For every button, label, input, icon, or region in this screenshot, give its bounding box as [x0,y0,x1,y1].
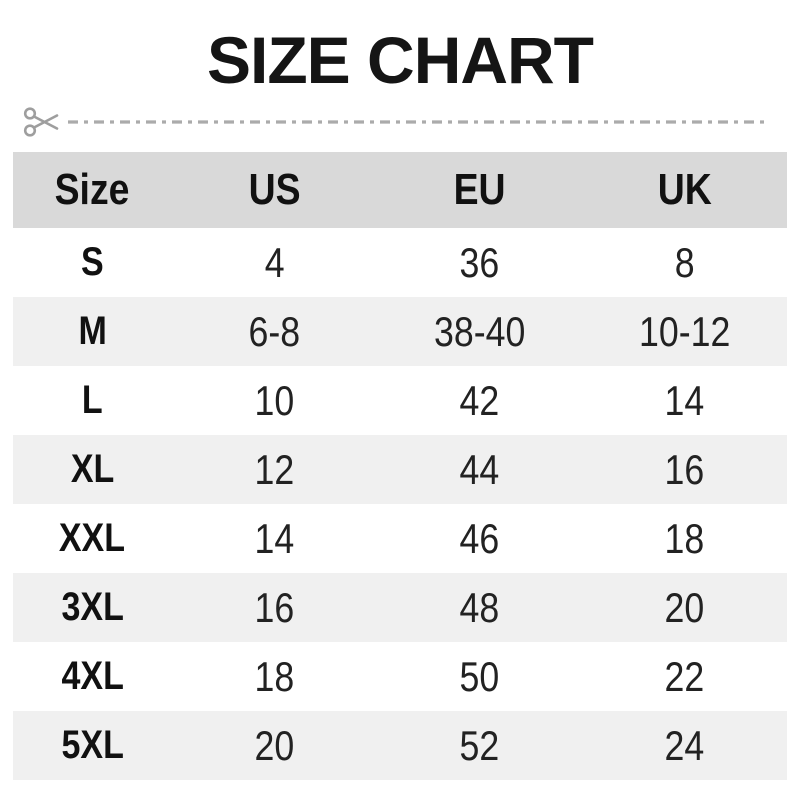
eu-cell: 46 [459,514,500,562]
us-cell: 10 [254,376,295,424]
table-row: 5XL 20 52 24 [13,711,787,780]
us-cell: 20 [254,721,295,769]
uk-cell: 10-12 [638,307,731,355]
header-row: Size US EU UK [13,152,787,228]
size-cell: 5XL [61,723,124,767]
table-row: XL 12 44 16 [13,435,787,504]
dash-dot-line [68,120,764,124]
scissors-icon [23,107,59,137]
size-cell: S [80,240,104,284]
size-cell: 3XL [61,585,124,629]
uk-cell: 14 [664,376,705,424]
table-row: S 4 36 8 [13,228,787,297]
uk-cell: 22 [664,652,705,700]
eu-cell: 52 [459,721,500,769]
us-cell: 14 [254,514,295,562]
us-cell: 4 [264,238,285,286]
us-cell: 18 [254,652,295,700]
cut-divider [22,104,764,140]
table-row: 3XL 16 48 20 [13,573,787,642]
eu-cell: 50 [459,652,500,700]
us-cell: 12 [254,445,295,493]
us-cell: 6-8 [248,307,301,355]
uk-cell: 8 [674,238,695,286]
size-cell: 4XL [61,654,124,698]
column-header-eu: EU [376,152,582,228]
eu-cell: 48 [459,583,500,631]
column-header-uk: UK [581,152,787,228]
table-row: XXL 14 46 18 [13,504,787,573]
table-row: 4XL 18 50 22 [13,642,787,711]
eu-cell: 38-40 [433,307,525,355]
size-chart-table-container: Size US EU UK S 4 36 8 M 6-8 38-40 10-12… [13,152,787,780]
size-chart-table: Size US EU UK S 4 36 8 M 6-8 38-40 10-12… [13,152,787,780]
size-cell: L [81,378,103,422]
table-row: L 10 42 14 [13,366,787,435]
table-row: M 6-8 38-40 10-12 [13,297,787,366]
uk-cell: 20 [664,583,705,631]
eu-cell: 36 [459,238,500,286]
eu-cell: 44 [459,445,500,493]
size-cell: M [78,309,107,353]
size-cell: XXL [59,516,126,560]
column-header-size: Size [13,152,172,228]
uk-cell: 18 [664,514,705,562]
eu-cell: 42 [459,376,500,424]
page-title: SIZE CHART [207,23,594,97]
uk-cell: 24 [664,721,705,769]
column-header-us: US [171,152,377,228]
us-cell: 16 [254,583,295,631]
uk-cell: 16 [664,445,705,493]
size-cell: XL [70,447,115,491]
